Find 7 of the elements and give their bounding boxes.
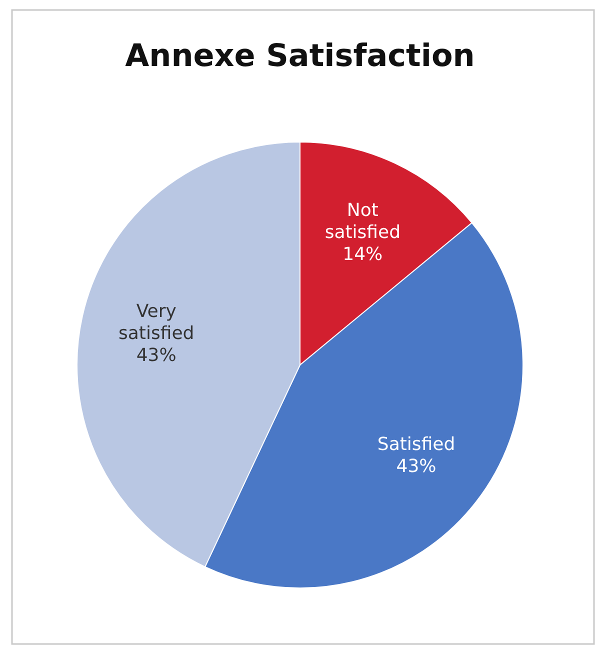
chart-title: Annexe Satisfaction bbox=[125, 38, 475, 74]
data-label: 43% bbox=[396, 456, 436, 478]
slice-label: Satisfied bbox=[377, 434, 456, 456]
data-label: 14% bbox=[342, 244, 383, 265]
slice-label: Not satisfied bbox=[324, 200, 401, 243]
slice-label: Very satisfied bbox=[118, 300, 194, 344]
data-label: 43% bbox=[136, 344, 176, 366]
